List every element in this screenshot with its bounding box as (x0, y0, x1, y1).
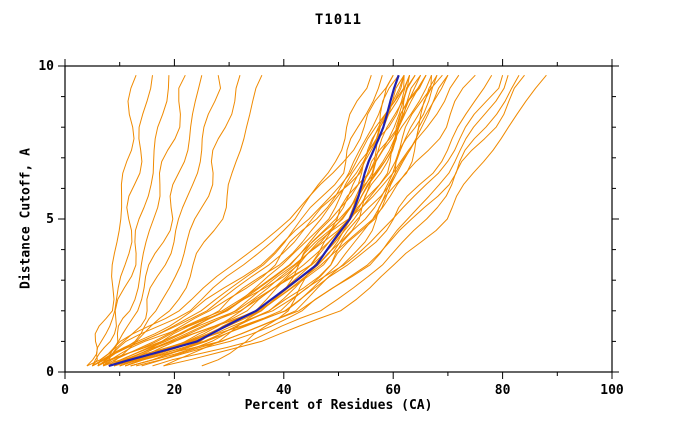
model-curve (86, 75, 137, 367)
model-curve (125, 74, 438, 367)
y-tick-label: 10 (38, 59, 54, 74)
x-tick-label: 80 (495, 383, 511, 398)
chart-title: T1011 (314, 12, 363, 28)
model-curve (102, 75, 241, 367)
model-curve (103, 74, 427, 367)
x-tick-label: 40 (276, 383, 292, 398)
model-curve (130, 74, 422, 367)
model-curve (97, 75, 203, 367)
x-tick-label: 100 (600, 383, 624, 398)
model-curve (119, 74, 476, 367)
model-curve (108, 74, 400, 367)
model-curve (163, 74, 547, 367)
model-curve (108, 74, 263, 367)
x-tick-label: 0 (61, 383, 69, 398)
plot-frame (64, 65, 613, 373)
model-curve (108, 75, 432, 367)
model-curve (108, 74, 460, 367)
x-tick-label: 60 (385, 383, 401, 398)
model-curve (86, 74, 394, 367)
model-curve (91, 75, 153, 367)
median-curve (108, 74, 400, 367)
model-curve (130, 74, 443, 367)
x-tick-label: 20 (167, 383, 183, 398)
model-curve (108, 74, 416, 367)
model-curve (113, 75, 438, 367)
model-curve (92, 75, 372, 367)
model-curve (141, 75, 509, 367)
x-axis-label: Percent of Residues (CA) (244, 398, 433, 413)
model-curve (92, 75, 411, 367)
model-curve (152, 74, 525, 367)
model-curve (130, 74, 493, 367)
model-curve (97, 74, 186, 367)
model-curve (91, 75, 170, 367)
y-tick-label: 5 (46, 212, 54, 227)
y-tick-label: 0 (46, 365, 54, 380)
model-curve (119, 75, 411, 367)
model-curve (103, 74, 394, 367)
model-curve (125, 74, 520, 367)
model-curve (114, 75, 405, 367)
model-curve (92, 75, 405, 367)
